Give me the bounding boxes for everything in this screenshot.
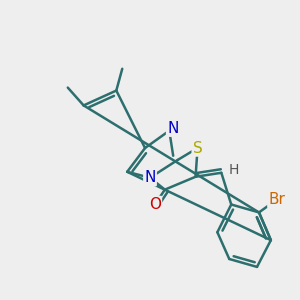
Text: N: N bbox=[144, 170, 156, 185]
Text: Br: Br bbox=[268, 192, 285, 207]
Text: N: N bbox=[167, 121, 178, 136]
Text: H: H bbox=[229, 163, 239, 177]
Text: S: S bbox=[193, 140, 202, 155]
Text: O: O bbox=[149, 197, 161, 212]
